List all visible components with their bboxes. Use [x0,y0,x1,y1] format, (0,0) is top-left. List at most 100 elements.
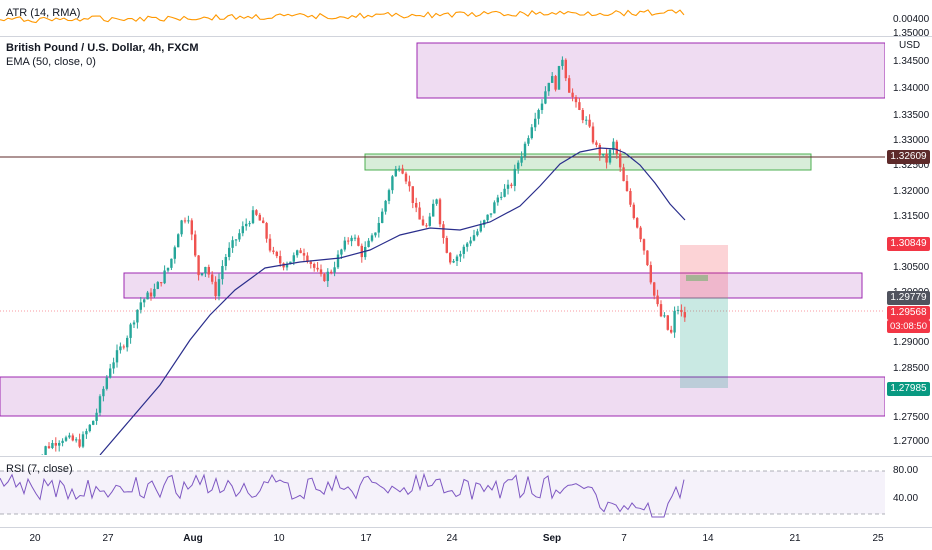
candle-body [160,282,163,284]
candle-body [204,266,207,274]
rsi-tick-80: 80.00 [893,465,919,476]
ema-line [99,147,686,455]
candle-body [472,235,476,241]
candle-body [663,315,666,317]
candle-body [462,246,465,254]
candle-body [466,243,469,247]
price-tick: 1.32500 [893,160,930,171]
price-tick: 1.32000 [893,186,930,197]
candle-body [659,304,663,317]
candle-body [258,214,261,221]
candle-body [428,216,431,226]
candle-body [625,181,629,191]
pane-divider [0,456,932,457]
candle-body [102,388,105,397]
candle-body [316,267,319,270]
candle-body [228,247,231,258]
candle-body [591,126,595,143]
candle-body [275,251,278,257]
price-tick: 1.31500 [893,211,930,222]
position-risk-box [680,245,728,298]
time-tick: 21 [789,533,801,544]
candle-body [666,315,669,330]
candle-body [496,197,499,203]
rsi-line [0,472,685,518]
symbol-title[interactable]: British Pound / U.S. Dollar, 4h, FXCM [6,42,199,54]
candle-body [177,234,180,248]
candle-body [404,173,408,182]
candle-body [51,443,54,449]
candle-body [622,167,625,182]
candle-body [112,362,115,369]
candle-body [122,346,125,348]
candle-body [364,246,367,258]
time-tick: Aug [183,533,203,544]
price-tick: 1.35000 [893,28,930,39]
candle-body [408,181,411,187]
rsi-pane[interactable]: RSI (7, close) [0,457,885,527]
candle-body [459,253,462,257]
price-pane[interactable]: British Pound / U.S. Dollar, 4h, FXCM EM… [0,37,885,455]
target-price-tag: 1.27985 [887,382,930,396]
time-tick: 14 [702,533,714,544]
candle-body [649,265,652,283]
candle-body [608,149,612,163]
candle-body [54,443,57,446]
demand-zone-mid [123,272,863,299]
supply-zone-top [416,42,885,99]
price-tick: 1.34500 [893,56,930,67]
candlestick-chart[interactable] [0,37,885,455]
candle-body [302,253,306,256]
bar-countdown: 03:08:50 [887,320,930,333]
pane-divider [0,527,932,528]
candle-body [557,66,561,90]
candle-body [676,309,680,311]
candle-body [85,431,88,435]
candle-body [639,227,642,240]
candle-body [313,263,316,268]
candle-body [255,210,258,215]
ema-legend[interactable]: EMA (50, close, 0) [6,56,96,68]
candle-body [306,255,309,262]
candle-body [217,279,221,297]
candle-body [132,322,136,325]
candle-body [411,186,414,203]
candle-body [629,190,632,205]
candle-body [486,214,489,221]
candle-body [506,184,510,189]
candle-body [598,144,601,156]
candle-body [381,211,384,223]
last-price-tag: 1.29568 [887,306,930,320]
position-entry-marker [686,275,708,281]
candle-body [47,446,51,449]
candle-body [326,271,329,282]
candle-body [377,222,380,233]
candle-body [425,225,428,227]
candle-body [561,59,564,67]
candle-body [95,412,98,421]
candle-body [449,252,452,263]
atr-line-chart [0,9,685,24]
candle-body [452,261,455,263]
candle-body [391,176,394,191]
candle-body [636,218,639,228]
candle-body [588,119,591,127]
candle-body [619,153,622,168]
candle-body [126,337,129,348]
candle-body [272,250,275,252]
candle-body [299,250,302,254]
candle-body [143,299,146,303]
candle-body [585,119,588,121]
candle-body [323,274,326,282]
time-tick: 10 [273,533,285,544]
candle-body [469,240,472,244]
atr-pane[interactable]: ATR (14, RMA) [0,0,885,36]
pane-divider [0,36,932,37]
candle-body [319,269,323,275]
candle-body [58,442,61,446]
candle-body [98,396,102,413]
resistance-price-tag: 1.32609 [887,150,930,164]
candle-body [340,249,343,255]
candle-body [88,424,91,432]
time-tick: 24 [446,533,458,544]
